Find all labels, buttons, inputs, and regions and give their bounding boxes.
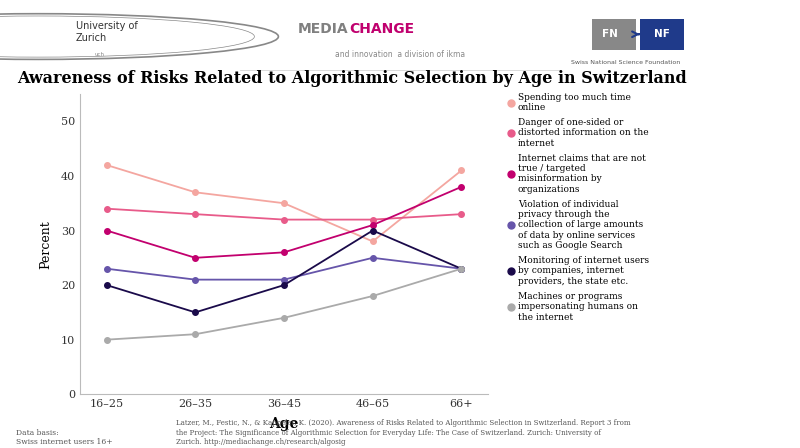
Text: and innovation  a division of ikma: and innovation a division of ikma	[335, 50, 465, 59]
Text: University of
Zurich: University of Zurich	[76, 21, 138, 43]
Text: Awareness of Risks Related to Algorithmic Selection by Age in Switzerland: Awareness of Risks Related to Algorithmi…	[17, 70, 686, 87]
FancyBboxPatch shape	[592, 19, 636, 49]
Text: Data basis:
Swiss internet users 16+: Data basis: Swiss internet users 16+	[16, 429, 113, 446]
Text: NF: NF	[654, 29, 670, 39]
Text: Swiss National Science Foundation: Swiss National Science Foundation	[571, 60, 680, 65]
Y-axis label: Percent: Percent	[39, 220, 53, 268]
Text: uch: uch	[94, 52, 104, 57]
FancyBboxPatch shape	[640, 19, 684, 49]
Text: FN: FN	[602, 29, 618, 39]
X-axis label: Age: Age	[270, 418, 298, 431]
Legend: Spending too much time
online, Danger of one-sided or
distorted information on t: Spending too much time online, Danger of…	[509, 93, 649, 322]
Text: MEDIA: MEDIA	[298, 22, 348, 36]
Text: CHANGE: CHANGE	[349, 22, 414, 36]
Text: Latzer, M., Festic, N., & Kappeler, K. (2020). Awareness of Risks Related to Alg: Latzer, M., Festic, N., & Kappeler, K. (…	[176, 419, 630, 446]
